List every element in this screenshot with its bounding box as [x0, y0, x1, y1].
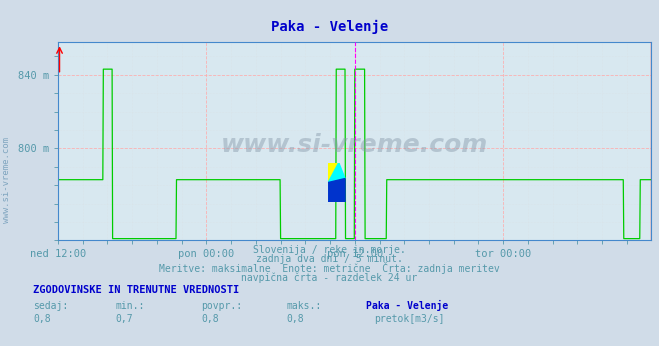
- Polygon shape: [328, 163, 339, 183]
- Polygon shape: [328, 163, 345, 183]
- Text: navpična črta - razdelek 24 ur: navpična črta - razdelek 24 ur: [241, 272, 418, 283]
- Text: 0,8: 0,8: [201, 315, 219, 325]
- Text: 0,8: 0,8: [287, 315, 304, 325]
- Text: ZGODOVINSKE IN TRENUTNE VREDNOSTI: ZGODOVINSKE IN TRENUTNE VREDNOSTI: [33, 285, 239, 295]
- Text: Paka - Velenje: Paka - Velenje: [366, 300, 448, 311]
- Text: 0,8: 0,8: [33, 315, 51, 325]
- Text: www.si-vreme.com: www.si-vreme.com: [221, 133, 488, 157]
- Text: Meritve: maksimalne  Enote: metrične  Črta: zadnja meritev: Meritve: maksimalne Enote: metrične Črta…: [159, 262, 500, 274]
- Polygon shape: [328, 179, 345, 202]
- Text: Slovenija / reke in morje.: Slovenija / reke in morje.: [253, 245, 406, 255]
- Text: Paka - Velenje: Paka - Velenje: [271, 20, 388, 34]
- Text: maks.:: maks.:: [287, 301, 322, 311]
- Text: sedaj:: sedaj:: [33, 301, 68, 311]
- Text: pretok[m3/s]: pretok[m3/s]: [374, 315, 445, 325]
- Text: min.:: min.:: [115, 301, 145, 311]
- Text: 0,7: 0,7: [115, 315, 133, 325]
- Text: zadnja dva dni / 5 minut.: zadnja dva dni / 5 minut.: [256, 254, 403, 264]
- Text: www.si-vreme.com: www.si-vreme.com: [2, 137, 11, 223]
- Text: povpr.:: povpr.:: [201, 301, 242, 311]
